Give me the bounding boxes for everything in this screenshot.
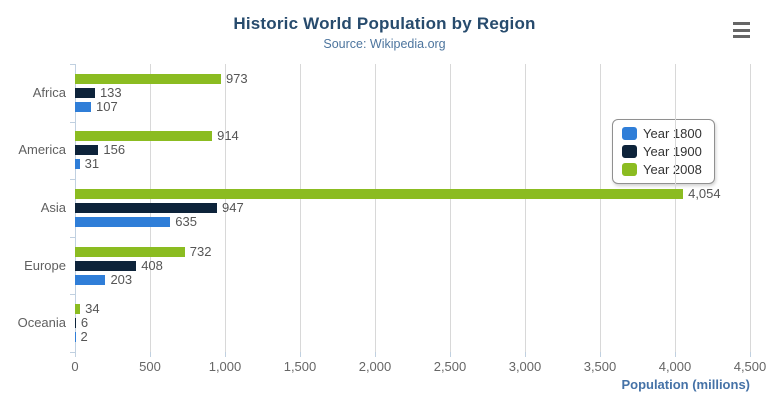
category-label: America xyxy=(18,142,66,158)
data-label: 203 xyxy=(110,271,133,287)
x-tick-label: 4,500 xyxy=(733,359,767,374)
x-axis-tick xyxy=(600,352,601,357)
bar-africa-year-1800[interactable] xyxy=(75,101,92,112)
data-label: 973 xyxy=(225,70,248,86)
legend-item-year-1800[interactable]: Year 1800 xyxy=(622,126,702,141)
y-axis-tick xyxy=(70,352,75,353)
category-label: Europe xyxy=(24,257,66,273)
legend-swatch xyxy=(622,145,637,158)
legend-item-year-2008[interactable]: Year 2008 xyxy=(622,162,702,177)
bar-oceania-year-1800[interactable] xyxy=(75,332,76,343)
bar-europe-year-2008[interactable] xyxy=(75,246,185,257)
bar-oceania-year-2008[interactable] xyxy=(75,304,81,315)
y-axis-tick xyxy=(70,294,75,296)
gridline xyxy=(375,64,376,352)
bar-asia-year-1900[interactable] xyxy=(75,203,218,213)
data-label: 4,054 xyxy=(688,186,721,201)
bar-america-year-1900[interactable] xyxy=(75,145,99,156)
hamburger-icon xyxy=(733,35,750,38)
x-tick-label: 3,500 xyxy=(583,359,617,374)
category-label: Asia xyxy=(40,200,66,215)
y-axis-tick xyxy=(70,121,75,123)
data-label: 2 xyxy=(80,329,88,345)
x-tick-label: 2,500 xyxy=(433,359,467,374)
bar-africa-year-2008[interactable] xyxy=(75,73,221,84)
data-label: 133 xyxy=(99,84,122,100)
legend-swatch xyxy=(622,127,637,140)
x-tick-label: 1,500 xyxy=(283,359,317,374)
bar-asia-year-2008[interactable] xyxy=(75,189,684,199)
x-axis-tick xyxy=(675,352,676,357)
chart-title: Historic World Population by Region xyxy=(233,14,536,33)
legend-item-year-1900[interactable]: Year 1900 xyxy=(622,144,702,159)
gridline xyxy=(525,64,526,352)
bar-asia-year-1800[interactable] xyxy=(75,217,171,227)
bar-oceania-year-1900[interactable] xyxy=(75,318,76,329)
gridline xyxy=(675,64,676,352)
bar-africa-year-1900[interactable] xyxy=(75,87,95,98)
category-label: Africa xyxy=(32,84,66,100)
data-label: 156 xyxy=(103,142,126,158)
x-axis-tick xyxy=(150,352,151,357)
x-axis-tick xyxy=(225,352,226,357)
bar-europe-year-1900[interactable] xyxy=(75,260,137,271)
y-axis-tick xyxy=(70,64,75,65)
legend-swatch xyxy=(622,163,637,176)
x-tick-label: 3,000 xyxy=(508,359,542,374)
data-label: 31 xyxy=(84,156,100,172)
y-axis-tick xyxy=(70,236,75,238)
data-label: 732 xyxy=(189,243,212,259)
data-label: 947 xyxy=(222,200,244,215)
data-label: 635 xyxy=(175,214,197,229)
legend: Year 1800 Year 1900 Year 2008 xyxy=(612,119,715,184)
y-axis-tick xyxy=(70,179,75,181)
x-axis-tick xyxy=(375,352,376,357)
x-tick-label: 500 xyxy=(139,359,161,374)
data-label: 408 xyxy=(141,257,163,273)
x-axis-tick xyxy=(75,352,76,357)
x-tick-label: 2,000 xyxy=(358,359,392,374)
data-label: 34 xyxy=(85,301,100,317)
x-axis-tick xyxy=(450,352,451,357)
data-label: 107 xyxy=(96,98,118,114)
context-menu-button[interactable] xyxy=(733,22,750,38)
bar-europe-year-1800[interactable] xyxy=(75,274,106,285)
legend-label: Year 1800 xyxy=(643,126,702,141)
data-label: 914 xyxy=(217,128,239,144)
legend-label: Year 2008 xyxy=(643,162,702,177)
data-label: 6 xyxy=(80,315,89,331)
x-tick-label: 1,000 xyxy=(208,359,242,374)
gridline xyxy=(750,64,751,352)
hamburger-icon xyxy=(733,28,750,32)
x-axis-tick xyxy=(750,352,751,357)
x-axis-tick xyxy=(300,352,301,357)
gridline xyxy=(600,64,601,352)
gridline xyxy=(450,64,451,352)
gridline xyxy=(300,64,301,352)
x-tick-label: 0 xyxy=(71,359,79,374)
hamburger-icon xyxy=(733,22,750,25)
x-tick-label: 4,000 xyxy=(658,359,692,374)
chart-subtitle: Source: Wikipedia.org xyxy=(323,37,446,51)
gridline xyxy=(225,64,226,352)
category-label: Oceania xyxy=(17,315,66,331)
x-axis-title: Population (millions) xyxy=(621,377,750,392)
x-axis-tick xyxy=(525,352,526,357)
legend-label: Year 1900 xyxy=(643,144,702,159)
bar-america-year-1800[interactable] xyxy=(75,159,80,170)
bar-america-year-2008[interactable] xyxy=(75,131,213,142)
